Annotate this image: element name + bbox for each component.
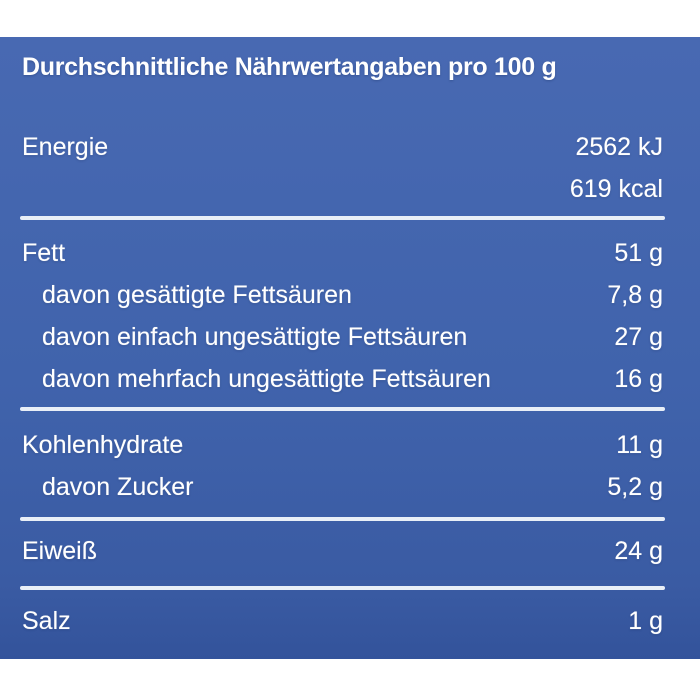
nutrition-row-energie-kcal: 619 kcal xyxy=(22,168,663,210)
nutrient-label: davon einfach ungesättigte Fettsäuren xyxy=(42,323,468,351)
nutrient-label: Energie xyxy=(22,133,109,161)
nutrition-row-eiweiss: Eiweiß 24 g xyxy=(22,530,663,572)
section-eiweiss: Eiweiß 24 g xyxy=(22,530,663,572)
nutrient-value: 11 g xyxy=(616,431,663,459)
nutrient-value: 5,2 g xyxy=(607,473,663,501)
nutrient-value: 27 g xyxy=(614,323,663,351)
nutrient-value: 2562 kJ xyxy=(575,133,663,161)
nutrient-value: 51 g xyxy=(614,239,663,267)
nutrient-label: Salz xyxy=(22,607,71,635)
nutrition-row-energie: Energie 2562 kJ xyxy=(22,126,663,168)
nutrient-value: 619 kcal xyxy=(569,175,663,203)
nutrient-value: 16 g xyxy=(614,365,663,393)
nutrient-value: 7,8 g xyxy=(607,281,663,309)
nutrition-row-kohlenhydrate: Kohlenhydrate 11 g xyxy=(22,424,663,466)
section-divider xyxy=(20,586,665,590)
nutrition-row-salz: Salz 1 g xyxy=(22,600,663,642)
nutrition-row-fett: Fett 51 g xyxy=(22,232,663,274)
nutrient-value: 24 g xyxy=(614,537,663,565)
nutrition-row-zucker: davon Zucker 5,2 g xyxy=(22,466,663,508)
nutrition-panel: Durchschnittliche Nährwertangaben pro 10… xyxy=(0,37,700,659)
nutrition-row-gesaettigte: davon gesättigte Fettsäuren 7,8 g xyxy=(22,274,663,316)
nutrient-value: 1 g xyxy=(628,607,663,635)
nutrient-label: Fett xyxy=(22,239,66,267)
table-title: Durchschnittliche Nährwertangaben pro 10… xyxy=(22,53,557,81)
nutrient-label: davon gesättigte Fettsäuren xyxy=(42,281,352,309)
section-divider xyxy=(20,216,665,220)
nutrient-label: davon Zucker xyxy=(42,473,194,501)
nutrient-label: Kohlenhydrate xyxy=(22,431,184,459)
section-fett: Fett 51 g davon gesättigte Fettsäuren 7,… xyxy=(22,232,663,400)
section-kohlenhydrate: Kohlenhydrate 11 g davon Zucker 5,2 g xyxy=(22,424,663,508)
section-salz: Salz 1 g xyxy=(22,600,663,642)
section-divider xyxy=(20,517,665,521)
nutrition-row-mehrfach-ungesaettigte: davon mehrfach ungesättigte Fettsäuren 1… xyxy=(22,358,663,400)
section-divider xyxy=(20,407,665,411)
nutrition-row-einfach-ungesaettigte: davon einfach ungesättigte Fettsäuren 27… xyxy=(22,316,663,358)
nutrient-label: davon mehrfach ungesättigte Fettsäuren xyxy=(42,365,491,393)
nutrient-label: Eiweiß xyxy=(22,537,98,565)
section-energie: Energie 2562 kJ 619 kcal xyxy=(22,126,663,210)
